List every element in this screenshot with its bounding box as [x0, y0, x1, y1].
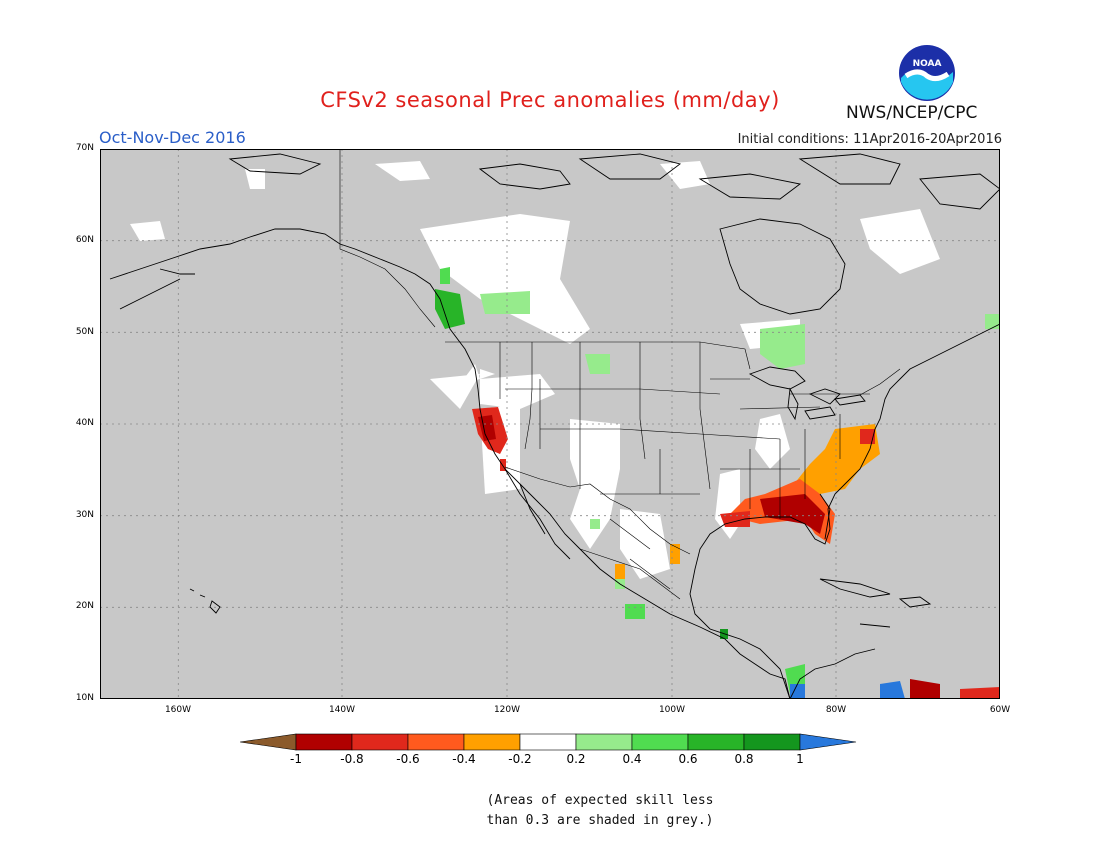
color-bar-cell	[687, 733, 745, 751]
lat-label-20n: 20N	[75, 601, 94, 611]
lon-label-120w: 120W	[493, 705, 521, 715]
political-borders	[339, 149, 901, 600]
color-bar-label: -0.2	[508, 752, 532, 766]
color-bar-cell	[351, 733, 409, 751]
color-bar-cell	[295, 733, 353, 751]
color-bar-label: -0.6	[396, 752, 420, 766]
noaa-logo: NOAA	[897, 43, 957, 103]
color-bar-label: -1	[290, 752, 302, 766]
anomaly-shading	[130, 161, 1000, 699]
color-bar-label: -0.8	[340, 752, 364, 766]
lon-label-140w: 140W	[328, 705, 356, 715]
color-bar	[240, 733, 857, 751]
lat-label-30n: 30N	[75, 510, 94, 520]
color-bar-label: 0.6	[678, 752, 698, 766]
lon-label-160w: 160W	[164, 705, 192, 715]
lon-label-60w: 60W	[989, 705, 1011, 715]
agency-label: NWS/NCEP/CPC	[846, 103, 978, 123]
color-bar-arrow-high	[799, 733, 857, 751]
initial-conditions: Initial conditions: 11Apr2016-20Apr2016	[737, 132, 1002, 147]
lat-lon-grid	[100, 149, 1000, 699]
lat-label-60n: 60N	[75, 235, 94, 245]
skill-note-line-1: (Areas of expected skill less	[486, 793, 714, 808]
season-label: Oct-Nov-Dec 2016	[99, 128, 246, 147]
color-bar-cell	[631, 733, 689, 751]
lon-label-100w: 100W	[658, 705, 686, 715]
lon-label-80w: 80W	[825, 705, 847, 715]
color-bar-cell	[575, 733, 633, 751]
color-bar-cell	[407, 733, 465, 751]
lat-label-50n: 50N	[75, 327, 94, 337]
chart-title: CFSv2 seasonal Prec anomalies (mm/day)	[320, 88, 780, 112]
color-bar-arrow-low	[240, 733, 297, 751]
color-bar-label: -0.4	[452, 752, 476, 766]
lat-label-70n: 70N	[75, 143, 94, 153]
color-bar-cell	[519, 733, 577, 751]
color-bar-label: 0.2	[566, 752, 586, 766]
color-bar-label: 0.4	[622, 752, 642, 766]
lat-label-40n: 40N	[75, 418, 94, 428]
coastlines	[109, 153, 1000, 699]
skill-note-line-2: than 0.3 are shaded in grey.)	[486, 813, 714, 828]
logo-text: NOAA	[913, 59, 942, 69]
lat-label-10n: 10N	[75, 693, 94, 703]
color-bar-label: 0.8	[734, 752, 754, 766]
color-bar-label: 1	[796, 752, 804, 766]
color-bar-cell	[743, 733, 801, 751]
color-bar-cell	[463, 733, 521, 751]
precip-anomaly-map	[100, 149, 1000, 699]
